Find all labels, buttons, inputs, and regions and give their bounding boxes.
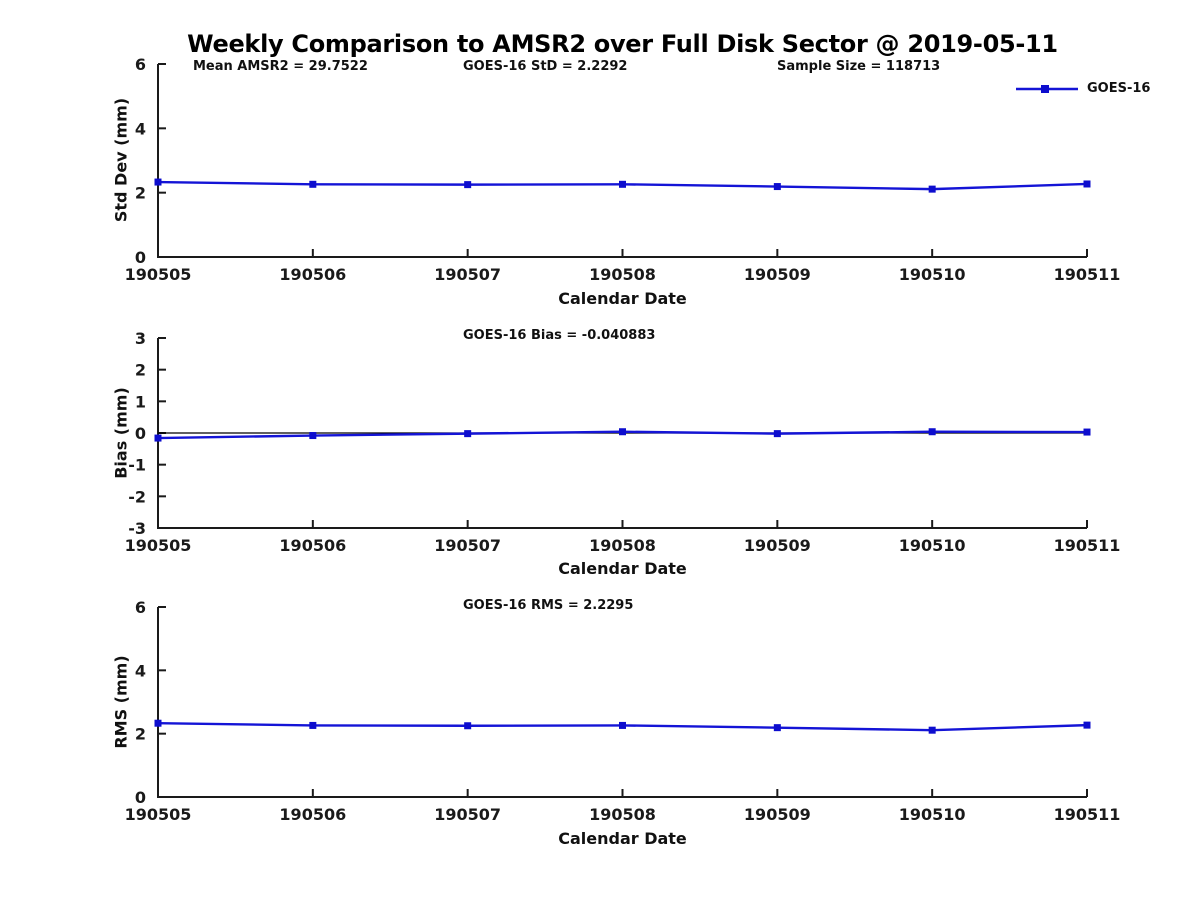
- data-point-marker: [1083, 428, 1091, 436]
- data-point-marker: [928, 726, 936, 734]
- y-tick-label: -3: [128, 519, 146, 538]
- y-tick-label: 0: [135, 248, 146, 267]
- x-tick-label: 190511: [1054, 536, 1121, 555]
- axis-frame: [157, 338, 1087, 529]
- data-point-marker: [619, 180, 626, 188]
- legend: GOES-16: [1016, 81, 1150, 96]
- subplot-1: -3 -2 -1 0 1 2 3 190505 190506 190507 190508 190509…: [125, 329, 1121, 555]
- stat-sample-size: Sample Size = 118713: [777, 59, 941, 74]
- x-tick-label: 190509: [744, 265, 811, 284]
- x-tick-label: 190505: [125, 265, 192, 284]
- subtitle-rms: GOES-16 RMS = 2.2295: [463, 598, 634, 613]
- x-tick-label: 190508: [589, 536, 656, 555]
- x-tick-label: 190507: [434, 536, 501, 555]
- x-tick-label: 190507: [434, 265, 501, 284]
- x-tick-label: 190511: [1054, 805, 1121, 824]
- x-tick-label: 190510: [899, 265, 966, 284]
- data-point-marker: [928, 428, 936, 436]
- legend-line-sample-icon: [1016, 84, 1078, 93]
- x-tick-label: 190506: [279, 265, 346, 284]
- y-tick-label: 4: [135, 661, 146, 680]
- data-point-marker: [773, 183, 781, 191]
- axis-frame: [157, 64, 1087, 258]
- x-tick-label: 190509: [744, 536, 811, 555]
- y-tick-label: 2: [135, 184, 146, 203]
- data-point-marker: [309, 180, 317, 188]
- x-tick-label: 190508: [589, 805, 656, 824]
- data-point-marker: [619, 428, 626, 436]
- x-axis-label-bias: Calendar Date: [558, 559, 687, 578]
- data-point-marker: [464, 430, 472, 438]
- data-point-marker: [928, 185, 936, 193]
- y-tick-label: 2: [135, 361, 146, 380]
- data-point-marker: [154, 434, 162, 442]
- subplot-2: 0 2 4 6 190505 190506 190507 190508 190509 190510…: [125, 598, 1121, 824]
- legend-label: GOES-16: [1087, 81, 1151, 96]
- data-point-marker: [464, 181, 472, 189]
- y-tick-label: 6: [135, 55, 146, 74]
- x-axis-label-stddev: Calendar Date: [558, 289, 687, 308]
- page-title: Weekly Comparison to AMSR2 over Full Dis…: [187, 30, 1058, 58]
- y-tick-label: 1: [135, 392, 146, 411]
- data-point-marker: [154, 178, 162, 186]
- axis-frame: [157, 607, 1087, 798]
- y-tick-label: 2: [135, 725, 146, 744]
- data-point-marker: [309, 721, 317, 729]
- x-tick-label: 190506: [279, 805, 346, 824]
- x-tick-label: 190510: [899, 805, 966, 824]
- data-point-marker: [464, 722, 472, 730]
- x-tick-label: 190505: [125, 805, 192, 824]
- y-tick-label: 6: [135, 598, 146, 617]
- x-tick-label: 190508: [589, 265, 656, 284]
- y-tick-label: -1: [128, 456, 146, 475]
- subtitle-bias: GOES-16 Bias = -0.040883: [463, 328, 656, 343]
- x-tick-label: 190507: [434, 805, 501, 824]
- data-point-marker: [1083, 721, 1091, 729]
- data-point-marker: [773, 430, 781, 438]
- x-axis-label-rms: Calendar Date: [558, 829, 687, 848]
- y-tick-label: -2: [128, 487, 146, 506]
- data-point-marker: [1083, 180, 1091, 188]
- y-tick-label: 0: [135, 424, 146, 443]
- stat-goes16-std: GOES-16 StD = 2.2292: [463, 59, 628, 74]
- data-point-marker: [619, 721, 626, 729]
- y-tick-label: 4: [135, 119, 146, 138]
- data-point-marker: [309, 432, 317, 440]
- y-tick-label: 3: [135, 329, 146, 348]
- x-tick-label: 190506: [279, 536, 346, 555]
- subplot-0: 0 2 4 6 190505 190506 190507 190508 190509 190510…: [125, 55, 1121, 284]
- x-tick-label: 190511: [1054, 265, 1121, 284]
- x-tick-label: 190510: [899, 536, 966, 555]
- y-tick-label: 0: [135, 788, 146, 807]
- x-tick-label: 190509: [744, 805, 811, 824]
- data-point-marker: [773, 724, 781, 732]
- x-tick-label: 190505: [125, 536, 192, 555]
- stat-mean-amsr2: Mean AMSR2 = 29.7522: [193, 59, 368, 74]
- data-point-marker: [154, 719, 162, 727]
